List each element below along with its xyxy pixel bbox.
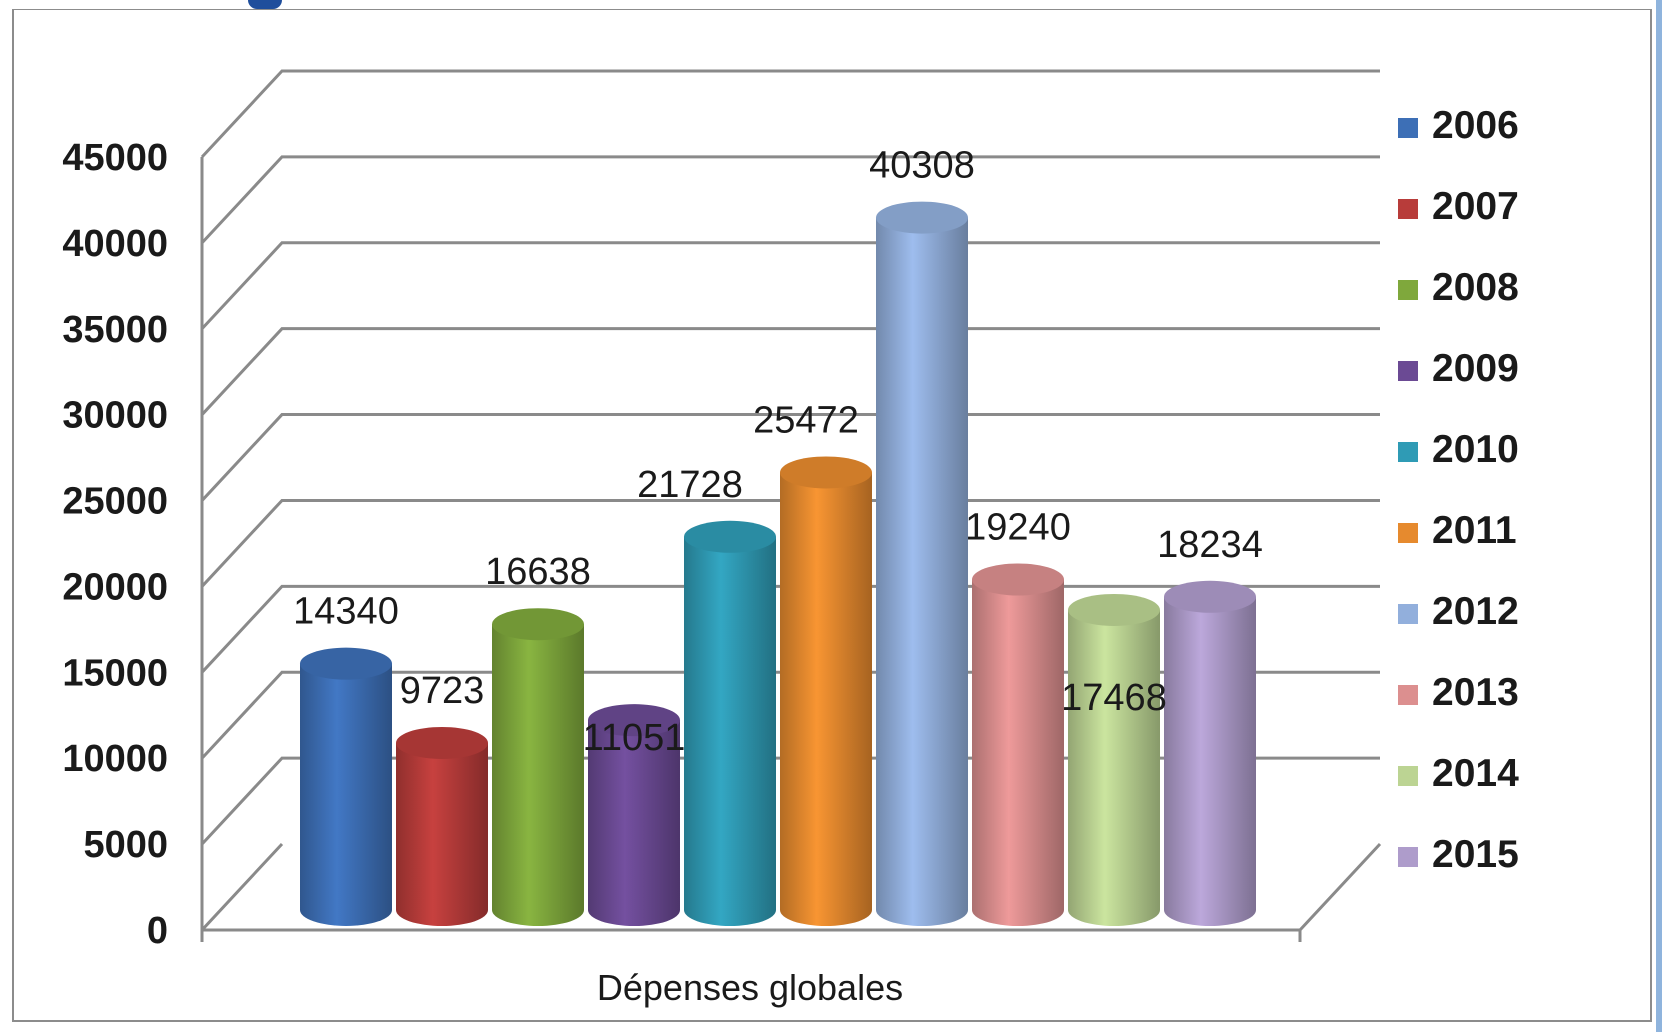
legend-item-2007: 2007 bbox=[1398, 185, 1519, 228]
bar-top bbox=[492, 608, 584, 641]
bar-top bbox=[588, 704, 680, 737]
legend-swatch bbox=[1398, 523, 1418, 543]
data-label-2012: 40308 bbox=[869, 145, 975, 187]
y-tick-label: 30000 bbox=[62, 395, 168, 437]
bar-body bbox=[396, 742, 488, 926]
legend-swatch bbox=[1398, 766, 1418, 786]
data-label-2007: 9723 bbox=[400, 670, 485, 712]
legend-label: 2013 bbox=[1432, 671, 1519, 714]
bar-body bbox=[1068, 609, 1160, 926]
bar-top bbox=[876, 201, 968, 234]
gridline bbox=[200, 413, 1380, 502]
y-tick-label: 35000 bbox=[62, 309, 168, 351]
legend-item-2013: 2013 bbox=[1398, 671, 1519, 714]
gridline bbox=[200, 155, 1380, 244]
legend-item-2010: 2010 bbox=[1398, 428, 1519, 471]
data-label-2008: 16638 bbox=[485, 551, 591, 593]
legend-label: 2008 bbox=[1432, 266, 1519, 309]
data-label-2009: 11051 bbox=[583, 717, 686, 759]
legend-label: 2011 bbox=[1432, 509, 1517, 552]
bar-body bbox=[780, 472, 872, 926]
gridline bbox=[200, 241, 1380, 330]
y-tick-label: 20000 bbox=[62, 566, 168, 608]
data-label-2013: 19240 bbox=[965, 506, 1071, 548]
legend-item-2008: 2008 bbox=[1398, 266, 1519, 309]
header-accent-mark bbox=[248, 0, 282, 9]
legend-label: 2006 bbox=[1432, 104, 1519, 147]
bar-top bbox=[396, 726, 488, 759]
bar-2010 bbox=[684, 520, 776, 926]
bar-2008 bbox=[492, 608, 584, 926]
bar-2015 bbox=[1164, 580, 1256, 926]
header-accent bbox=[0, 0, 1666, 9]
bar-2013 bbox=[972, 563, 1064, 926]
y-tick-label: 45000 bbox=[62, 137, 168, 179]
y-axis-ticks: 0 5000 10000 15000 20000 25000 30000 35000 40000… bbox=[62, 137, 168, 952]
legend: 2006 2007 2008 2009 2010 2011 2012 2013 2014 2015 bbox=[1398, 104, 1519, 876]
legend-item-2012: 2012 bbox=[1398, 590, 1519, 633]
bar-body bbox=[972, 579, 1064, 926]
bar-2006 bbox=[300, 647, 392, 926]
legend-label: 2010 bbox=[1432, 428, 1519, 471]
legend-swatch bbox=[1398, 847, 1418, 867]
right-edge-accent bbox=[1656, 0, 1662, 1032]
legend-swatch bbox=[1398, 442, 1418, 462]
bar-top bbox=[684, 520, 776, 553]
bar-top bbox=[300, 647, 392, 680]
gridline bbox=[200, 69, 1380, 159]
legend-swatch bbox=[1398, 199, 1418, 219]
x-axis-title: Dépenses globales bbox=[597, 967, 903, 1008]
data-label-2010: 21728 bbox=[637, 464, 743, 506]
bar-2011 bbox=[780, 456, 872, 926]
bar-body bbox=[492, 624, 584, 926]
legend-item-2006: 2006 bbox=[1398, 104, 1519, 147]
bar-top bbox=[1068, 593, 1160, 626]
legend-item-2009: 2009 bbox=[1398, 347, 1519, 390]
legend-label: 2014 bbox=[1432, 752, 1519, 795]
legend-swatch bbox=[1398, 118, 1418, 138]
y-tick-label: 15000 bbox=[62, 652, 168, 694]
bar-body bbox=[300, 663, 392, 926]
bar-2007 bbox=[396, 726, 488, 926]
legend-item-2011: 2011 bbox=[1398, 509, 1517, 552]
data-label-2011: 25472 bbox=[753, 399, 859, 441]
bar-body bbox=[684, 536, 776, 926]
bar-2012 bbox=[876, 201, 968, 926]
legend-label: 2009 bbox=[1432, 347, 1519, 390]
y-tick-label: 0 bbox=[147, 910, 168, 952]
legend-item-2015: 2015 bbox=[1398, 833, 1519, 876]
bar-2009 bbox=[588, 704, 680, 926]
legend-swatch bbox=[1398, 685, 1418, 705]
bar-body bbox=[1164, 596, 1256, 926]
gridline bbox=[200, 327, 1380, 416]
data-label-2014: 17468 bbox=[1061, 677, 1167, 719]
bars bbox=[300, 201, 1256, 926]
y-tick-label: 10000 bbox=[62, 738, 168, 780]
data-label-2006: 14340 bbox=[293, 591, 399, 633]
legend-label: 2012 bbox=[1432, 590, 1519, 633]
bar-top bbox=[780, 456, 872, 489]
y-tick-label: 40000 bbox=[62, 223, 168, 265]
bar-2014 bbox=[1068, 593, 1160, 926]
legend-label: 2007 bbox=[1432, 185, 1519, 228]
legend-swatch bbox=[1398, 280, 1418, 300]
legend-item-2014: 2014 bbox=[1398, 752, 1519, 795]
legend-swatch bbox=[1398, 604, 1418, 624]
y-tick-label: 25000 bbox=[62, 481, 168, 523]
legend-label: 2015 bbox=[1432, 833, 1519, 876]
bar-body bbox=[876, 217, 968, 926]
legend-swatch bbox=[1398, 361, 1418, 381]
bar-body bbox=[588, 720, 680, 926]
gridline bbox=[200, 498, 1380, 588]
y-tick-label: 5000 bbox=[83, 824, 168, 866]
bar-top bbox=[972, 563, 1064, 596]
bar-top bbox=[1164, 580, 1256, 613]
data-label-2015: 18234 bbox=[1157, 524, 1263, 566]
